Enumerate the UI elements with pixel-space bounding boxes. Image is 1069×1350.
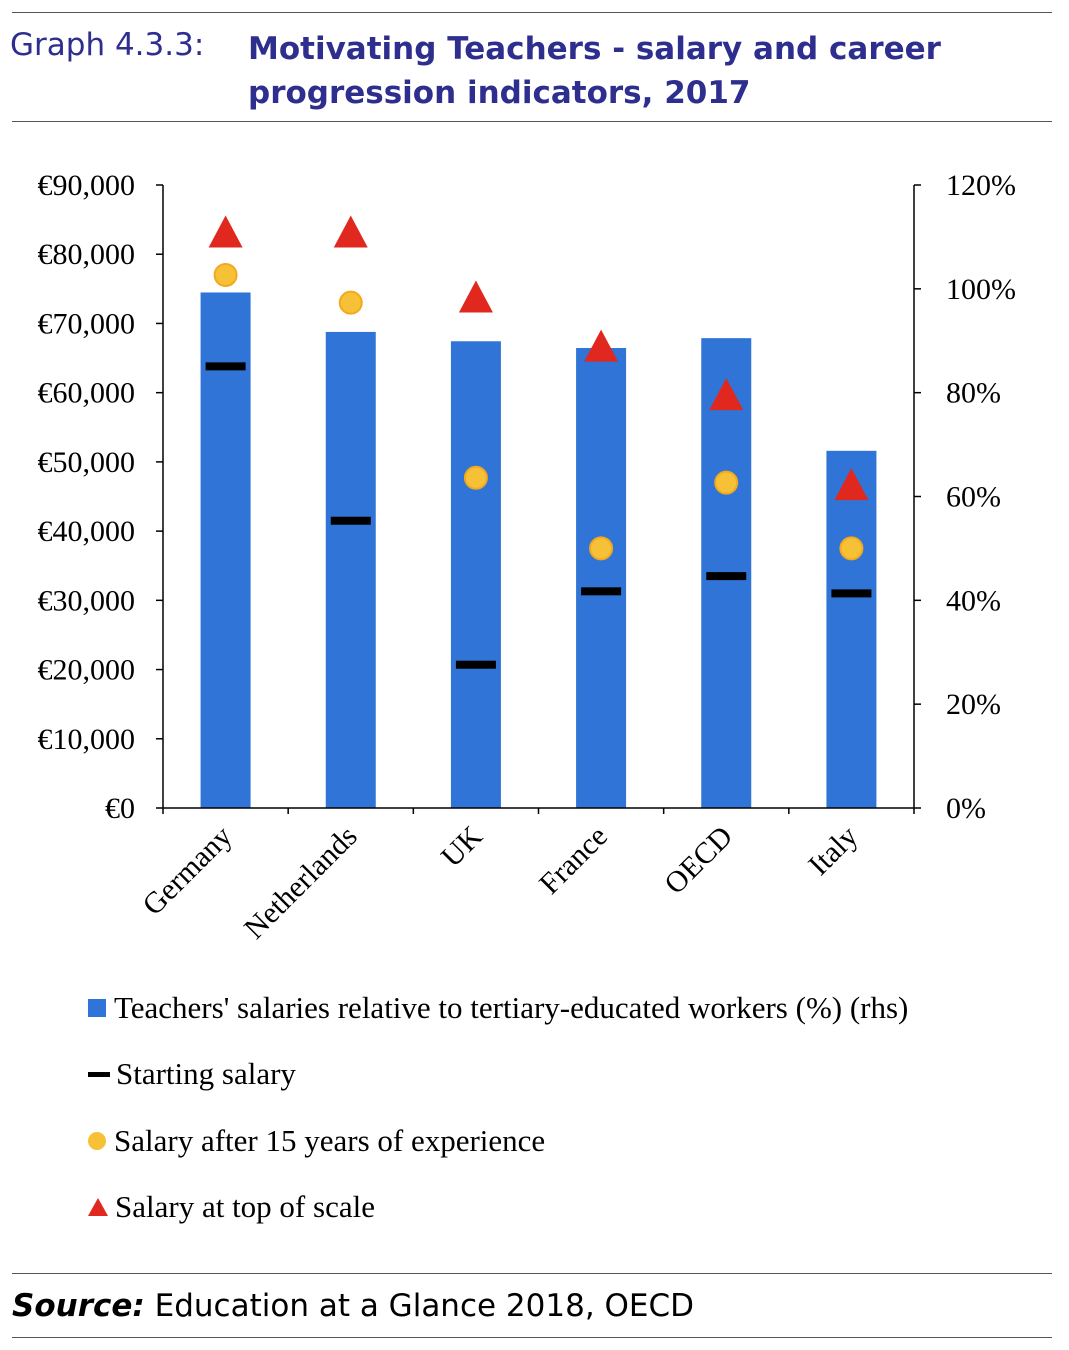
legend-label: Starting salary xyxy=(116,1056,296,1091)
right-tick-label: 100% xyxy=(946,273,1016,306)
starting-salary-marker xyxy=(581,587,622,596)
figure-label: Graph 4.3.3: xyxy=(10,27,205,63)
x-tick-label: Italy xyxy=(802,820,864,882)
source-top-rule xyxy=(12,1273,1052,1274)
chart: €0 €10,000 €20,000 €30,000 €40,000 €50,000 €60… xyxy=(38,169,1017,946)
bar xyxy=(576,348,627,808)
left-tick-label: €40,000 xyxy=(38,515,136,548)
left-tick-label: €70,000 xyxy=(38,307,136,340)
top-salary-marker xyxy=(709,378,744,411)
top-salary-marker xyxy=(584,329,619,362)
bottom-rule xyxy=(12,1337,1052,1338)
left-tick-label: €50,000 xyxy=(38,446,136,479)
right-tick-label: 120% xyxy=(946,169,1016,202)
legend-label: Teachers' salaries relative to tertiary-… xyxy=(114,990,909,1025)
x-tick-label: France xyxy=(533,820,614,901)
right-tick-label: 0% xyxy=(946,792,986,825)
legend-dash-swatch xyxy=(88,1071,110,1077)
legend-label: Salary after 15 years of experience xyxy=(114,1123,546,1158)
top-salary-marker xyxy=(458,280,493,313)
after15-salary-marker xyxy=(839,536,864,561)
bar xyxy=(325,331,376,808)
title-rule xyxy=(12,121,1052,122)
left-tick-label: €20,000 xyxy=(38,654,136,687)
left-tick-label: €90,000 xyxy=(38,169,136,202)
bar xyxy=(450,341,501,808)
right-tick-label: 20% xyxy=(946,688,1001,721)
source-line: Source: Education at a Glance 2018, OECD xyxy=(12,1288,694,1324)
legend-item-top: Salary at top of scale xyxy=(88,1189,375,1225)
right-tick-label: 80% xyxy=(946,377,1001,410)
bar xyxy=(826,450,877,808)
starting-salary-marker xyxy=(831,589,872,598)
top-salary-marker xyxy=(834,468,869,501)
after15-salary-marker xyxy=(338,290,363,315)
legend-label: Salary at top of scale xyxy=(115,1189,375,1224)
after15-salary-marker xyxy=(463,465,488,490)
left-tick-label: €30,000 xyxy=(38,584,136,617)
x-tick-label: UK xyxy=(435,819,489,873)
x-tick-label: Germany xyxy=(136,820,238,922)
starting-salary-marker xyxy=(706,572,747,581)
after15-salary-marker xyxy=(714,470,739,495)
left-tick-label: €60,000 xyxy=(38,377,136,410)
bars-group xyxy=(200,292,877,808)
bar xyxy=(200,292,251,808)
markers-group xyxy=(205,215,872,669)
legend-dot-swatch xyxy=(88,1132,106,1150)
legend-bar-swatch xyxy=(88,999,106,1017)
left-tick-label: €80,000 xyxy=(38,238,136,271)
after15-salary-marker xyxy=(213,262,238,287)
x-tick-label: OECD xyxy=(658,820,739,901)
left-tick-label: €10,000 xyxy=(38,723,136,756)
top-salary-marker xyxy=(208,215,243,248)
right-tick-label: 60% xyxy=(946,481,1001,514)
figure-title: Motivating Teachers - salary and career … xyxy=(248,31,941,111)
left-tick-label: €0 xyxy=(105,792,135,825)
source-text: Education at a Glance 2018, OECD xyxy=(144,1288,695,1324)
legend-item-after15: Salary after 15 years of experience xyxy=(88,1123,545,1159)
after15-salary-marker xyxy=(589,536,614,561)
source-label: Source: xyxy=(12,1288,145,1324)
legend-triangle-swatch xyxy=(88,1198,108,1216)
right-tick-label: 40% xyxy=(946,584,1001,617)
starting-salary-marker xyxy=(330,516,371,525)
legend-item-starting: Starting salary xyxy=(88,1056,296,1092)
top-rule xyxy=(12,12,1052,13)
legend-item-bar: Teachers' salaries relative to tertiary-… xyxy=(88,990,908,1026)
starting-salary-marker xyxy=(205,362,246,371)
x-tick-label: Netherlands xyxy=(238,820,364,946)
starting-salary-marker xyxy=(455,660,496,669)
top-salary-marker xyxy=(333,215,368,248)
